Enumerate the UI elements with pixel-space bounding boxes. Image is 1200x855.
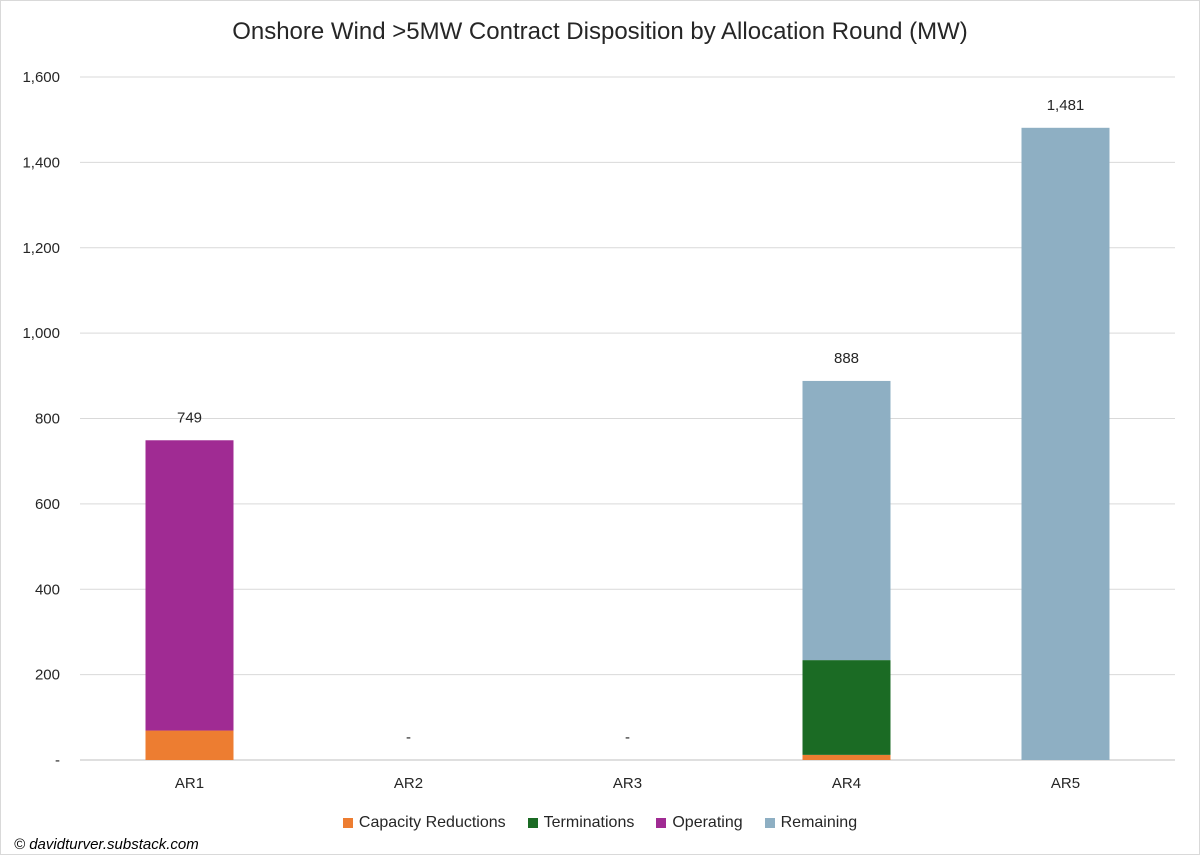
legend-label: Capacity Reductions — [358, 814, 506, 831]
bar-total-label: 1,481 — [1047, 97, 1085, 114]
credit-text: © davidturver.substack.com — [14, 836, 199, 853]
bar-segment — [802, 754, 891, 760]
bar-total-label: - — [625, 729, 630, 746]
legend-swatch — [656, 818, 667, 828]
legend-swatch — [764, 818, 775, 828]
bar-total-label: - — [406, 729, 411, 746]
y-tick-label: 200 — [35, 667, 60, 684]
chart-title: Onshore Wind >5MW Contract Disposition b… — [232, 18, 968, 45]
legend-item: Remaining — [764, 814, 858, 832]
legend-item: Terminations — [527, 814, 635, 832]
legend-swatch — [527, 818, 538, 828]
bar-total-label: 749 — [177, 409, 202, 426]
legend-swatch — [342, 818, 353, 828]
bar-segment — [145, 730, 234, 760]
x-tick-label: AR2 — [394, 775, 423, 792]
legend-item: Capacity Reductions — [342, 814, 506, 832]
bar-segment — [802, 380, 891, 661]
x-tick-label: AR5 — [1051, 775, 1080, 792]
y-tick-label: 1,000 — [22, 325, 60, 342]
bar-total-label: 888 — [834, 350, 859, 367]
chart-legend: Capacity Reductions Terminations Operating… — [0, 814, 1200, 832]
x-tick-label: AR1 — [175, 775, 204, 792]
x-tick-label: AR3 — [613, 775, 642, 792]
y-tick-label: 1,200 — [22, 240, 60, 257]
y-tick-label: 600 — [35, 496, 60, 513]
y-tick-label: 1,400 — [22, 154, 60, 171]
bar-segment — [145, 440, 234, 731]
bar-segment — [1021, 127, 1110, 761]
legend-label: Remaining — [780, 814, 858, 831]
bar-segment — [802, 660, 891, 755]
y-tick-label: 400 — [35, 581, 60, 598]
y-tick-label: 1,600 — [22, 69, 60, 86]
legend-label: Terminations — [543, 814, 635, 831]
legend-label: Operating — [672, 814, 743, 831]
x-tick-label: AR4 — [832, 775, 861, 792]
legend-item: Operating — [656, 814, 743, 832]
y-tick-label: 800 — [35, 411, 60, 428]
y-tick-label: - — [55, 752, 60, 769]
